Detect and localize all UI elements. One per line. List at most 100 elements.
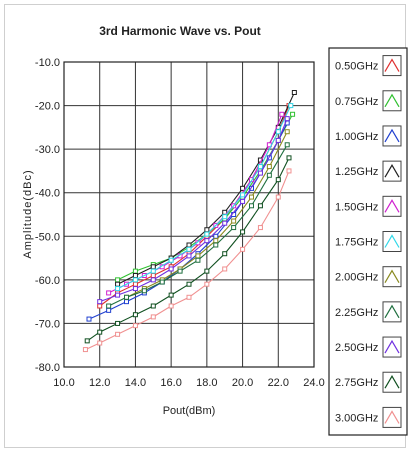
data-point <box>132 312 138 318</box>
series-1.25GHz <box>115 90 297 287</box>
legend-swatch-line <box>384 304 400 319</box>
data-point <box>231 225 237 231</box>
data-point <box>204 231 210 237</box>
x-tick-label: 20.0 <box>232 377 253 389</box>
data-point <box>257 203 263 209</box>
data-point <box>132 273 138 278</box>
series-line <box>99 118 288 303</box>
data-point <box>222 214 228 220</box>
data-point <box>115 331 121 337</box>
data-point <box>106 303 112 309</box>
legend-label: 3.00GHz <box>335 412 378 424</box>
legend-swatch-box <box>382 301 402 323</box>
legend-swatch-line <box>384 163 400 178</box>
data-point <box>150 264 156 270</box>
legend-label: 2.25GHz <box>335 307 378 319</box>
data-point <box>115 277 121 283</box>
data-point <box>266 172 272 178</box>
legend-swatch-box <box>382 266 402 288</box>
legend-label: 2.50GHz <box>335 342 378 354</box>
data-point <box>132 268 138 274</box>
y-tick-label: -20.0 <box>35 101 60 113</box>
legend-label: 1.75GHz <box>335 237 378 249</box>
series-line <box>108 114 283 294</box>
legend-swatch-line <box>384 339 400 354</box>
data-point <box>132 281 138 287</box>
data-point <box>240 198 246 204</box>
data-point <box>84 338 90 344</box>
data-point <box>186 253 192 259</box>
data-point <box>168 292 174 298</box>
data-point <box>284 116 290 122</box>
data-point <box>279 111 285 117</box>
data-point <box>286 155 292 161</box>
data-point <box>168 303 174 309</box>
data-point <box>240 246 246 252</box>
data-point <box>106 290 112 296</box>
data-point <box>240 192 246 198</box>
legend-swatch-box <box>382 195 402 217</box>
data-point <box>97 329 103 335</box>
data-point <box>204 268 210 274</box>
legend-label: 2.75GHz <box>335 377 378 389</box>
data-point <box>97 340 103 346</box>
data-point <box>257 164 263 170</box>
legend-swatch-box <box>382 55 402 77</box>
data-point <box>82 347 88 353</box>
y-axis-label: Amplitude(dBc) <box>22 169 34 258</box>
data-point <box>222 251 228 257</box>
legend-label: 0.50GHz <box>335 61 378 73</box>
data-point <box>231 218 237 224</box>
axis-ticks: 10.0 12.0 14.0 16.0 18.0 20.0 22.0 24.0 -10.0 -20… <box>35 57 325 389</box>
series-layer <box>82 90 297 353</box>
x-tick-label: 18.0 <box>196 377 217 389</box>
y-tick-label: -40.0 <box>35 188 60 200</box>
data-point <box>240 185 246 191</box>
series-3.00GHz <box>82 168 292 353</box>
x-tick-label: 16.0 <box>160 377 181 389</box>
data-point <box>132 323 138 329</box>
data-point <box>257 225 263 231</box>
data-point <box>86 316 92 322</box>
series-2.75GHz <box>84 155 292 344</box>
legend-swatch-line <box>384 234 400 248</box>
data-point <box>115 281 121 287</box>
chart-title: 3rd Harmonic Wave vs. Pout <box>99 24 261 38</box>
data-point <box>115 292 121 298</box>
legend-swatch-line <box>384 410 400 424</box>
y-tick-label: -70.0 <box>35 318 60 330</box>
data-point <box>150 273 156 278</box>
y-tick-label: -50.0 <box>35 231 60 243</box>
x-tick-label: 10.0 <box>53 377 74 389</box>
data-point <box>222 266 228 272</box>
data-point <box>286 168 292 174</box>
legend-swatch-line <box>384 375 400 389</box>
data-point <box>204 238 210 244</box>
legend-label: 1.25GHz <box>335 166 378 178</box>
data-point <box>150 277 156 283</box>
legend-label: 2.00GHz <box>335 272 378 284</box>
data-point <box>115 286 121 292</box>
data-point <box>177 268 183 274</box>
series-2.50GHz <box>97 116 290 305</box>
data-point <box>266 164 272 170</box>
series-1.50GHz <box>106 111 285 296</box>
x-tick-label: 14.0 <box>125 377 146 389</box>
data-point <box>275 129 281 135</box>
data-point <box>291 90 297 95</box>
data-point <box>257 170 263 176</box>
legend-swatch-box <box>382 336 402 358</box>
legend-swatch-box <box>382 125 402 147</box>
data-point <box>275 177 281 183</box>
x-tick-label: 24.0 <box>303 377 324 389</box>
data-point <box>168 257 174 263</box>
data-point <box>97 303 103 309</box>
data-point <box>115 320 121 326</box>
data-point <box>186 281 192 287</box>
data-point <box>240 229 246 235</box>
plot-area <box>63 61 315 368</box>
legend-swatch-line <box>384 199 400 213</box>
data-point <box>288 103 294 109</box>
data-point <box>275 137 281 143</box>
